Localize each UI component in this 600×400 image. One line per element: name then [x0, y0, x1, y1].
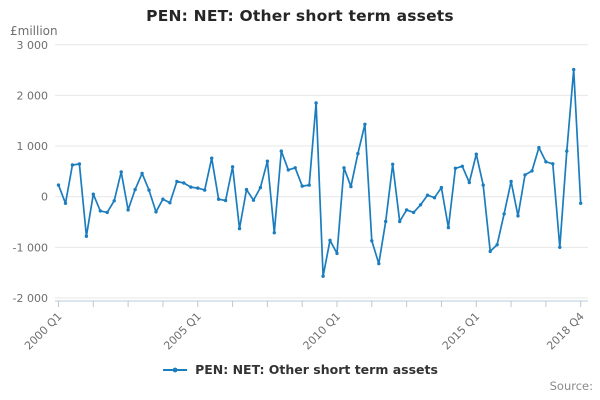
svg-text:2018 Q4: 2018 Q4: [544, 310, 587, 353]
svg-text:2005 Q1: 2005 Q1: [161, 310, 204, 353]
legend-label: PEN: NET: Other short term assets: [195, 362, 438, 377]
y-axis-unit-label: £million: [10, 24, 58, 38]
plot-area: 3 000 2 000 1 000 0 -1 000 -2 000 2000 Q1 2005 …: [13, 39, 588, 353]
svg-text:0: 0: [41, 191, 48, 204]
svg-text:2015 Q1: 2015 Q1: [440, 310, 483, 353]
svg-text:1 000: 1 000: [17, 140, 49, 153]
legend-item[interactable]: PEN: NET: Other short term assets: [162, 362, 438, 377]
source-label: Source:: [549, 379, 593, 393]
svg-text:3 000: 3 000: [17, 39, 49, 52]
svg-text:2010 Q1: 2010 Q1: [301, 310, 344, 353]
legend-line-marker-icon: [163, 367, 188, 372]
svg-text:-1 000: -1 000: [13, 241, 48, 254]
svg-text:2000 Q1: 2000 Q1: [22, 310, 65, 353]
svg-text:-2 000: -2 000: [13, 292, 48, 305]
svg-text:2 000: 2 000: [17, 89, 49, 102]
chart-title: PEN: NET: Other short term assets: [146, 7, 454, 25]
